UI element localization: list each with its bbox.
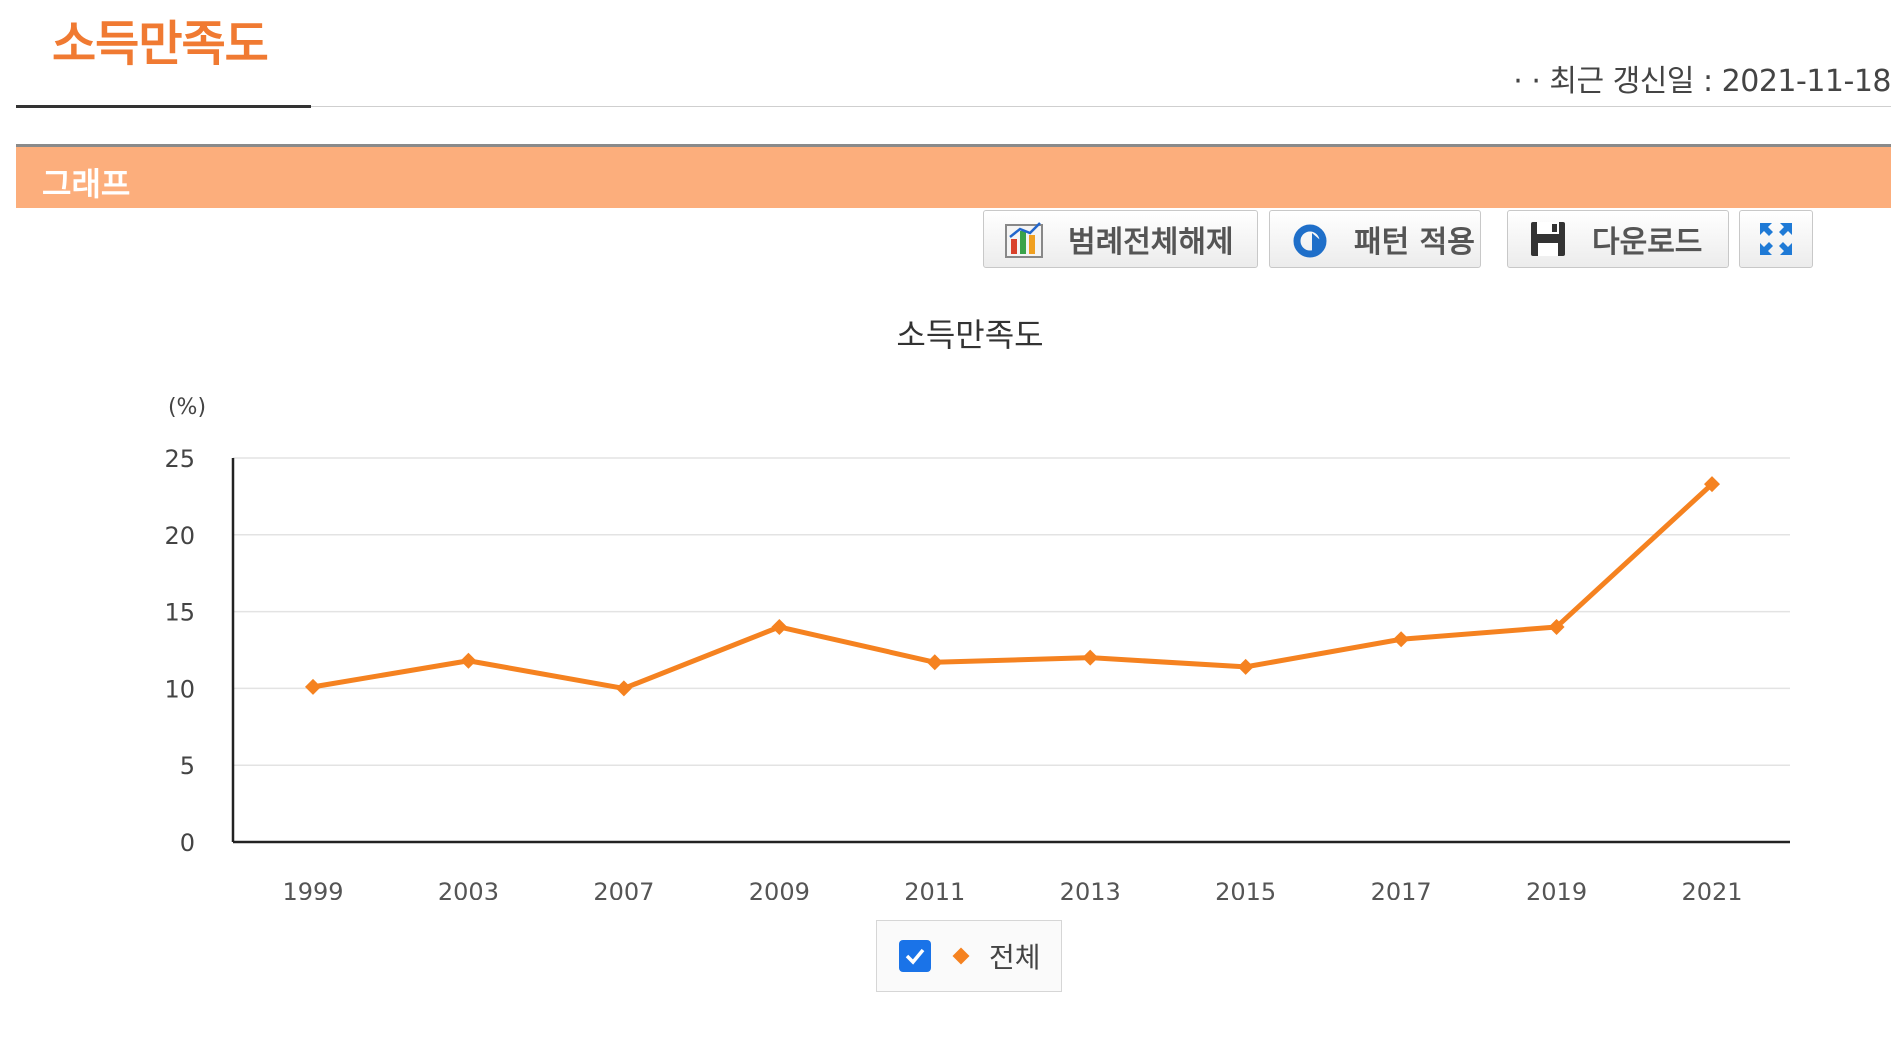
- chart-legend: 전체: [876, 920, 1062, 992]
- x-tick-label: 2019: [1526, 878, 1587, 900]
- data-point: [1704, 476, 1720, 493]
- pattern-apply-button[interactable]: 패턴 적용: [1269, 210, 1481, 268]
- x-tick-label: 2021: [1681, 878, 1742, 900]
- y-tick-label: 10: [164, 675, 195, 703]
- download-button[interactable]: 다운로드: [1507, 210, 1729, 268]
- legend-off-button[interactable]: 범례전체해제: [983, 210, 1258, 268]
- refresh-icon: [1290, 219, 1330, 259]
- legend-label[interactable]: 전체: [989, 941, 1041, 974]
- fullscreen-button[interactable]: [1739, 210, 1813, 268]
- graph-section-bar: 그래프: [16, 144, 1891, 208]
- checkmark-icon: [905, 948, 925, 965]
- page-title: 소득만족도: [52, 16, 269, 72]
- data-point: [1082, 649, 1099, 666]
- series-line: [312, 482, 1714, 691]
- data-point: [771, 618, 788, 635]
- x-tick-label: 2017: [1371, 878, 1432, 900]
- pattern-label: 패턴 적용: [1354, 225, 1475, 260]
- legend-checkbox[interactable]: [899, 940, 931, 972]
- data-point: [615, 680, 632, 697]
- data-point: [1237, 658, 1254, 675]
- y-tick-label: 20: [164, 522, 195, 550]
- section-label: 그래프: [42, 165, 131, 203]
- x-tick-label: 2007: [593, 878, 654, 900]
- x-tick-label: 2013: [1060, 878, 1121, 900]
- y-unit-label: (%): [168, 395, 206, 420]
- x-tick-label: 1999: [282, 878, 343, 900]
- y-tick-label: 5: [180, 752, 195, 780]
- bar-chart-icon: [1004, 219, 1044, 259]
- last-updated-text: · · 최근 갱신일 : 2021-11-18: [1513, 64, 1891, 99]
- x-tick-label: 2015: [1215, 878, 1276, 900]
- x-tick-label: 2011: [904, 878, 965, 900]
- x-tick-label: 2003: [438, 878, 499, 900]
- y-tick-label: 15: [164, 599, 195, 627]
- y-tick-label: 25: [164, 445, 195, 473]
- header-divider: [311, 106, 1891, 107]
- data-point: [305, 678, 321, 695]
- y-tick-label: 0: [180, 829, 195, 857]
- expand-icon: [1756, 219, 1796, 259]
- data-point: [1548, 618, 1565, 635]
- download-label: 다운로드: [1592, 225, 1703, 260]
- title-underline: [16, 105, 311, 108]
- line-chart: 0 5 10 15 20 25 (%) 1999 2003 2007 2009 2011 2013 201…: [164, 395, 1790, 900]
- chart-title: 소득만족도: [896, 316, 1044, 354]
- save-icon: [1528, 219, 1568, 259]
- data-point: [926, 654, 943, 671]
- legend-off-label: 범례전체해제: [1068, 225, 1234, 260]
- data-point: [1393, 631, 1410, 648]
- data-point: [460, 652, 477, 669]
- legend-marker-icon: [952, 947, 970, 965]
- x-tick-label: 2009: [749, 878, 810, 900]
